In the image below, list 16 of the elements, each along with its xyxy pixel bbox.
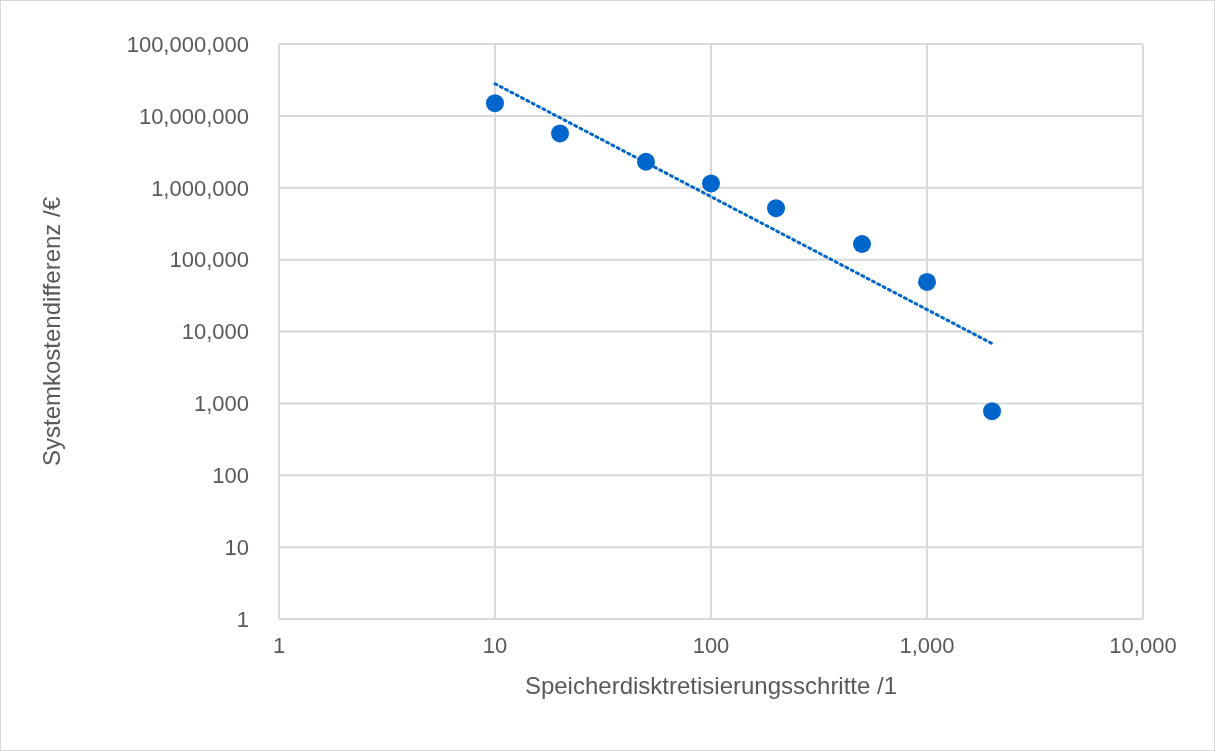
x-tick-label: 10: [482, 632, 508, 658]
y-tick-label: 100: [212, 463, 249, 489]
y-axis-title: Systemkostendifferenz /€: [37, 196, 65, 467]
y-tick-label: 10: [224, 534, 249, 560]
x-tick-label: 1: [272, 632, 286, 658]
y-tick-label: 1: [236, 606, 249, 632]
y-tick-label: 100,000,000: [126, 31, 249, 57]
y-tick-label: 10,000: [181, 319, 249, 345]
x-tick-label: 10,000: [1109, 632, 1177, 658]
y-tick-label: 100,000: [169, 247, 249, 273]
x-tick-label: 1,000: [899, 632, 955, 658]
x-tick-label: 100: [692, 632, 730, 658]
y-tick-label: 1,000,000: [151, 175, 249, 201]
y-tick-label: 10,000,000: [138, 103, 249, 129]
y-tick-label: 1,000: [193, 391, 249, 417]
x-axis-title: Speicherdisktretisierungsschritte /1: [524, 672, 898, 700]
